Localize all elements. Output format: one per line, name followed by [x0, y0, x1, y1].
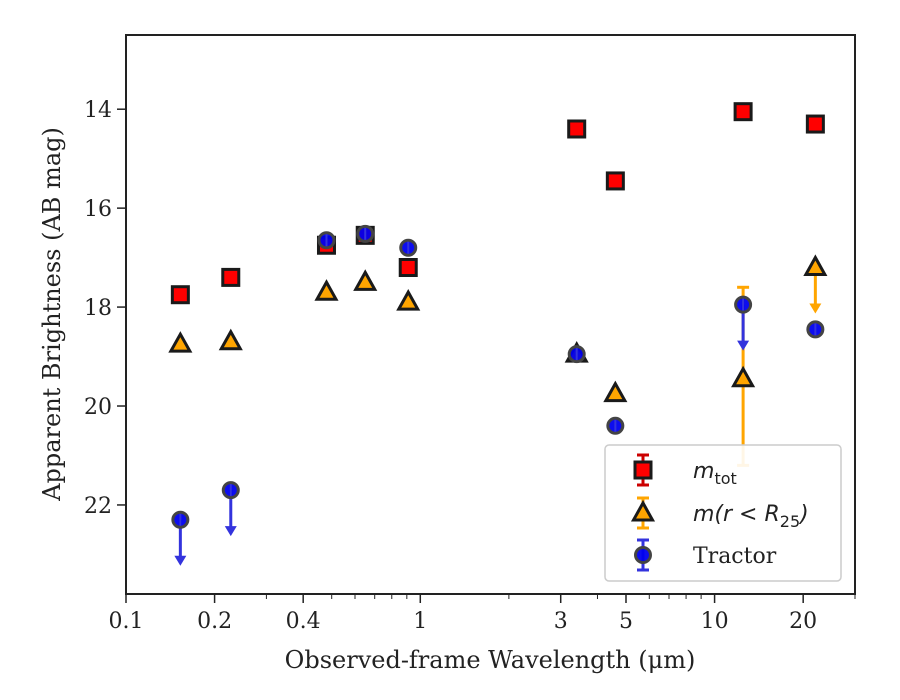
legend-marker: [633, 460, 653, 480]
upper-limit-head: [174, 555, 187, 566]
mtot-point: [805, 114, 825, 134]
mr25-point: [218, 328, 243, 351]
mr25-point: [603, 380, 628, 403]
y-tick-label: 14: [84, 98, 112, 123]
y-tick-label: 16: [84, 197, 112, 222]
x-tick-label: 3: [554, 609, 568, 634]
legend-box: [604, 444, 842, 582]
x-tick-label: 1: [413, 609, 427, 634]
upper-limit-head: [809, 303, 822, 314]
series-mr25: [168, 254, 828, 467]
mr25-point: [314, 279, 339, 301]
mtot-point: [170, 285, 190, 305]
plot-frame: [125, 34, 856, 595]
marks-layer: [168, 102, 828, 566]
legend-label: mtot: [693, 459, 737, 488]
mr25-point: [353, 269, 378, 291]
upper-limit-head: [737, 340, 750, 351]
legend-entry: Tractor: [634, 538, 777, 572]
mr25-point: [396, 289, 421, 311]
x-tick-label: 0.1: [109, 609, 144, 634]
y-tick-label: 22: [84, 494, 112, 519]
mtot-point: [398, 258, 418, 278]
x-tick-label: 5: [619, 609, 633, 634]
legend-entry: mtot: [633, 453, 737, 488]
y-tick-label: 20: [84, 395, 112, 420]
mtot-point: [605, 171, 625, 191]
mr25-point: [731, 365, 756, 388]
mtot-point: [733, 102, 753, 122]
legend-label: Tractor: [693, 544, 777, 569]
legend: mtot m(r < R25) Tractor: [604, 444, 842, 582]
upper-limit-head: [224, 526, 237, 537]
x-axis: 0.1 0.2 0.4 1 3 5 10 20: [109, 594, 856, 634]
mtot-point: [567, 119, 587, 139]
y-tick-label: 18: [84, 296, 112, 321]
y-axis-title: Apparent Brightness (AB mag): [38, 127, 66, 502]
mr25-point: [168, 331, 193, 353]
series-tractor: [171, 224, 825, 566]
x-axis-title: Observed-frame Wavelength (μm): [285, 646, 696, 674]
legend-marker: [630, 499, 656, 522]
mtot-point: [221, 267, 241, 287]
mr25-point: [803, 254, 828, 277]
legend-label: m(r < R25): [693, 502, 809, 531]
x-tick-label: 20: [789, 609, 817, 634]
x-tick-label: 0.4: [286, 609, 321, 634]
series-mtot: [170, 102, 825, 305]
x-tick-label: 10: [701, 609, 729, 634]
legend-marker: [634, 546, 652, 564]
legend-entry: m(r < R25): [630, 496, 809, 531]
y-axis: 14 16 18 20 22: [84, 98, 126, 519]
x-tick-label: 0.2: [197, 609, 232, 634]
